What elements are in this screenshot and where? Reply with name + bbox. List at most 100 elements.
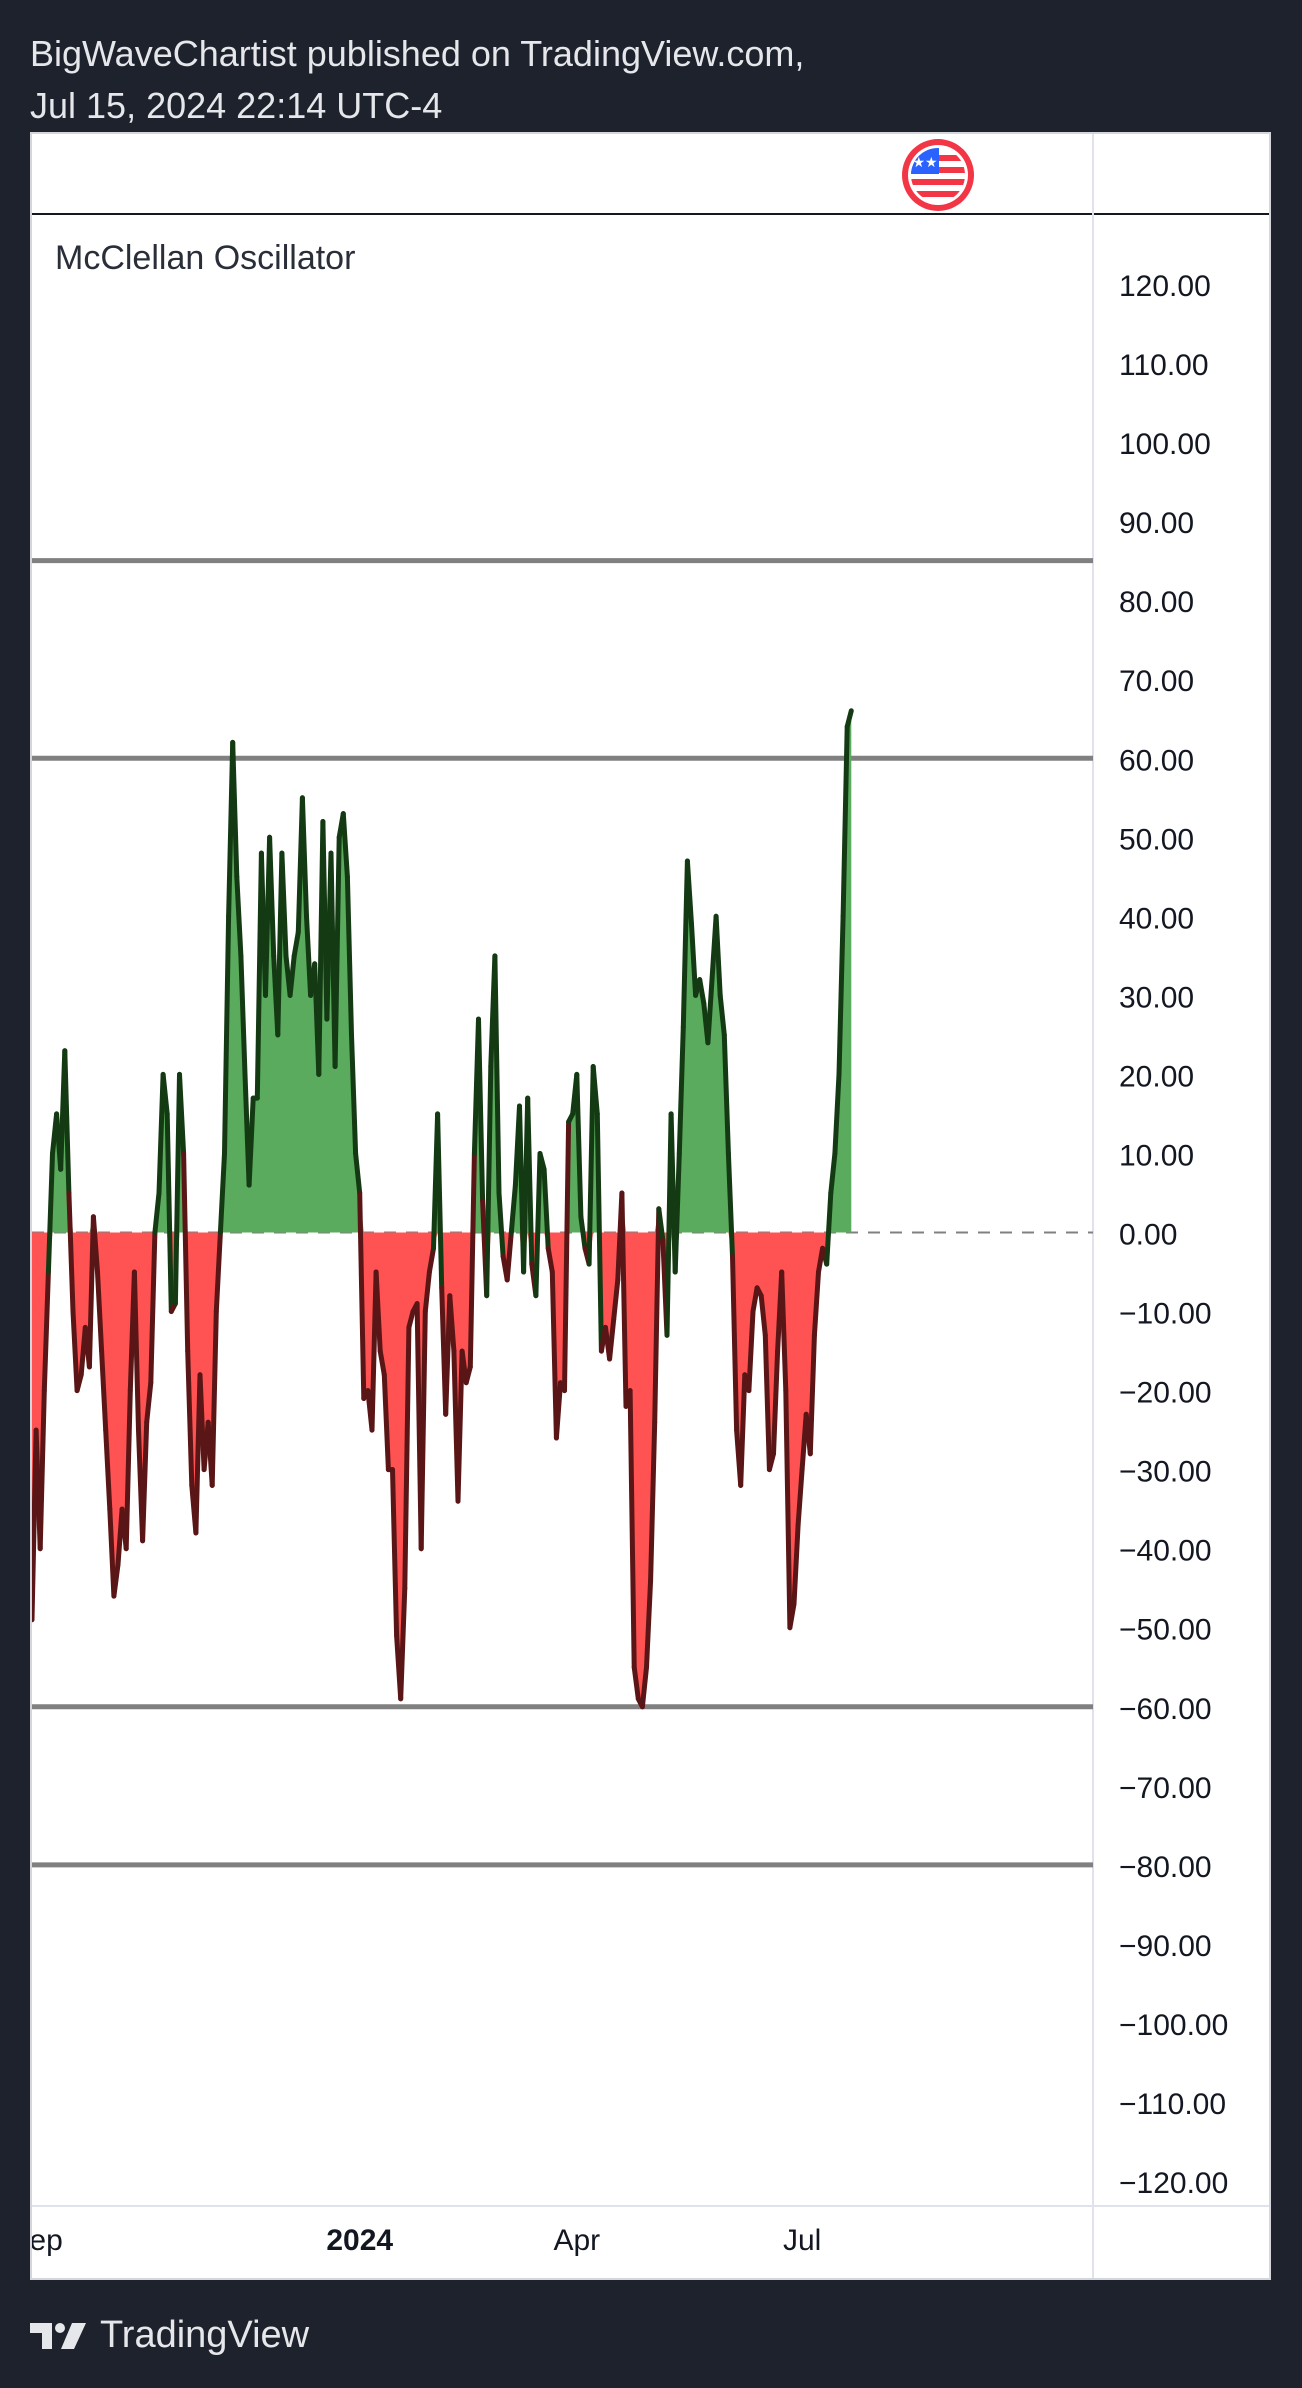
oscillator-segment bbox=[152, 1190, 162, 1235]
indicator-title: McClellan Oscillator bbox=[55, 239, 355, 277]
oscillator-segment bbox=[562, 1119, 572, 1394]
oscillator-segment bbox=[504, 1230, 514, 1283]
oscillator-segment bbox=[422, 1269, 432, 1314]
oscillator-segment bbox=[344, 874, 354, 1038]
oscillator-segment bbox=[123, 1388, 133, 1552]
y-tick-label: 110.00 bbox=[1119, 349, 1209, 382]
y-tick-label: 30.00 bbox=[1119, 981, 1194, 1014]
oscillator-segment bbox=[144, 1380, 154, 1425]
y-tick-label: 50.00 bbox=[1119, 823, 1194, 856]
chart[interactable]: ★★ McClellan Oscillator 120.00 110.00 100.… bbox=[32, 134, 1269, 2278]
oscillator-segment bbox=[476, 1016, 486, 1204]
oscillator-segment bbox=[357, 1190, 367, 1401]
oscillator-segment bbox=[795, 1467, 805, 1528]
y-tick-label: 60.00 bbox=[1119, 744, 1194, 777]
oscillator-segment bbox=[177, 1071, 187, 1156]
oscillator-segment bbox=[545, 1245, 555, 1275]
oscillator-segment bbox=[418, 1309, 428, 1552]
oscillator-segment bbox=[619, 1190, 629, 1409]
oscillator-segment bbox=[95, 1269, 105, 1354]
oscillator-segment bbox=[353, 1151, 363, 1196]
y-tick-label: −80.00 bbox=[1119, 1851, 1212, 1884]
us-flag-icon[interactable]: ★★ bbox=[902, 139, 974, 211]
oscillator-segment bbox=[644, 1577, 654, 1670]
oscillator-segment bbox=[340, 811, 350, 880]
oscillator-segment bbox=[553, 1380, 563, 1441]
oscillator-segment bbox=[246, 1095, 256, 1188]
oscillator-segment bbox=[463, 1364, 473, 1386]
x-tick-label: Sep bbox=[32, 2224, 63, 2257]
oscillator-segment bbox=[398, 1585, 408, 1702]
x-tick-label: 2024 bbox=[326, 2224, 393, 2257]
oscillator-segment bbox=[381, 1372, 391, 1473]
oscillator-segment bbox=[721, 1032, 731, 1156]
oscillator-segment bbox=[590, 1064, 600, 1117]
oscillator-segment bbox=[373, 1269, 383, 1354]
oscillator-segment bbox=[74, 1372, 84, 1394]
oscillator-segment bbox=[37, 1388, 47, 1552]
oscillator-segment bbox=[332, 834, 342, 1069]
oscillator-segment bbox=[402, 1324, 412, 1591]
oscillator-segment bbox=[406, 1309, 416, 1330]
publish-date-line: Jul 15, 2024 22:14 UTC-4 bbox=[30, 85, 443, 126]
y-tick-label: −110.00 bbox=[1119, 2088, 1226, 2121]
oscillator-segment bbox=[697, 977, 707, 1006]
y-tick-label: 80.00 bbox=[1119, 586, 1194, 619]
oscillator-segment bbox=[574, 1071, 584, 1220]
oscillator-segment bbox=[594, 1111, 604, 1354]
y-tick-label: −120.00 bbox=[1119, 2167, 1228, 2200]
footer-brand-label: TradingView bbox=[100, 2314, 310, 2356]
oscillator-segment bbox=[746, 1309, 756, 1394]
oscillator-segment bbox=[217, 1151, 227, 1235]
oscillator-segment bbox=[426, 1245, 436, 1275]
oscillator-segment bbox=[222, 913, 232, 1156]
positive-area bbox=[32, 710, 852, 1233]
y-tick-label: −100.00 bbox=[1119, 2009, 1228, 2042]
oscillator-segment bbox=[70, 1309, 80, 1394]
x-tick-label: Apr bbox=[553, 2224, 600, 2257]
y-tick-label: 90.00 bbox=[1119, 507, 1194, 540]
oscillator-segment bbox=[730, 1253, 740, 1433]
chart-frame: ★★ McClellan Oscillator 120.00 110.00 100.… bbox=[30, 132, 1271, 2280]
oscillator-segment bbox=[705, 977, 715, 1046]
oscillator-segment bbox=[787, 1601, 797, 1631]
tradingview-logo-icon bbox=[30, 2322, 86, 2349]
x-tick-label: Jul bbox=[783, 2224, 821, 2257]
oscillator-segment bbox=[45, 1151, 55, 1275]
oscillator-segment bbox=[62, 1048, 72, 1196]
y-tick-label: −30.00 bbox=[1119, 1456, 1212, 1489]
publisher-line: BigWaveChartist published on TradingView… bbox=[30, 33, 805, 74]
oscillator-segment bbox=[771, 1348, 781, 1457]
oscillator-segment bbox=[766, 1451, 776, 1473]
oscillator-segment bbox=[844, 708, 854, 730]
oscillator-segment bbox=[291, 929, 301, 959]
y-tick-label: 70.00 bbox=[1119, 665, 1194, 698]
footer-brand[interactable]: TradingView bbox=[30, 2314, 309, 2357]
oscillator-segment bbox=[484, 1064, 494, 1299]
oscillator-segment bbox=[549, 1269, 559, 1441]
oscillator-segment bbox=[267, 834, 277, 959]
oscillator-segment bbox=[738, 1372, 748, 1488]
oscillator-segment bbox=[508, 1182, 518, 1235]
oscillator-segment bbox=[156, 1071, 166, 1196]
oscillator-segment bbox=[140, 1419, 150, 1544]
oscillator-segment bbox=[537, 1151, 547, 1172]
oscillator-segment bbox=[652, 1206, 662, 1425]
oscillator-segment bbox=[611, 1277, 621, 1322]
oscillator-segment bbox=[181, 1151, 191, 1354]
oscillator-segment bbox=[607, 1316, 617, 1362]
y-tick-label: −20.00 bbox=[1119, 1377, 1212, 1410]
y-tick-label: −50.00 bbox=[1119, 1614, 1212, 1647]
y-tick-label: −60.00 bbox=[1119, 1693, 1212, 1726]
negative-area bbox=[32, 1232, 852, 1707]
oscillator-segment bbox=[840, 724, 850, 919]
oscillator-segment bbox=[578, 1214, 588, 1251]
oscillator-segment bbox=[238, 953, 248, 1077]
oscillator-segment bbox=[496, 1190, 506, 1259]
oscillator-segment bbox=[111, 1562, 121, 1599]
oscillator-segment bbox=[525, 1095, 535, 1267]
y-tick-label: 10.00 bbox=[1119, 1139, 1194, 1172]
oscillator-segment bbox=[828, 1151, 838, 1196]
oscillator-segment bbox=[639, 1664, 649, 1710]
oscillator-segment bbox=[213, 1230, 223, 1314]
